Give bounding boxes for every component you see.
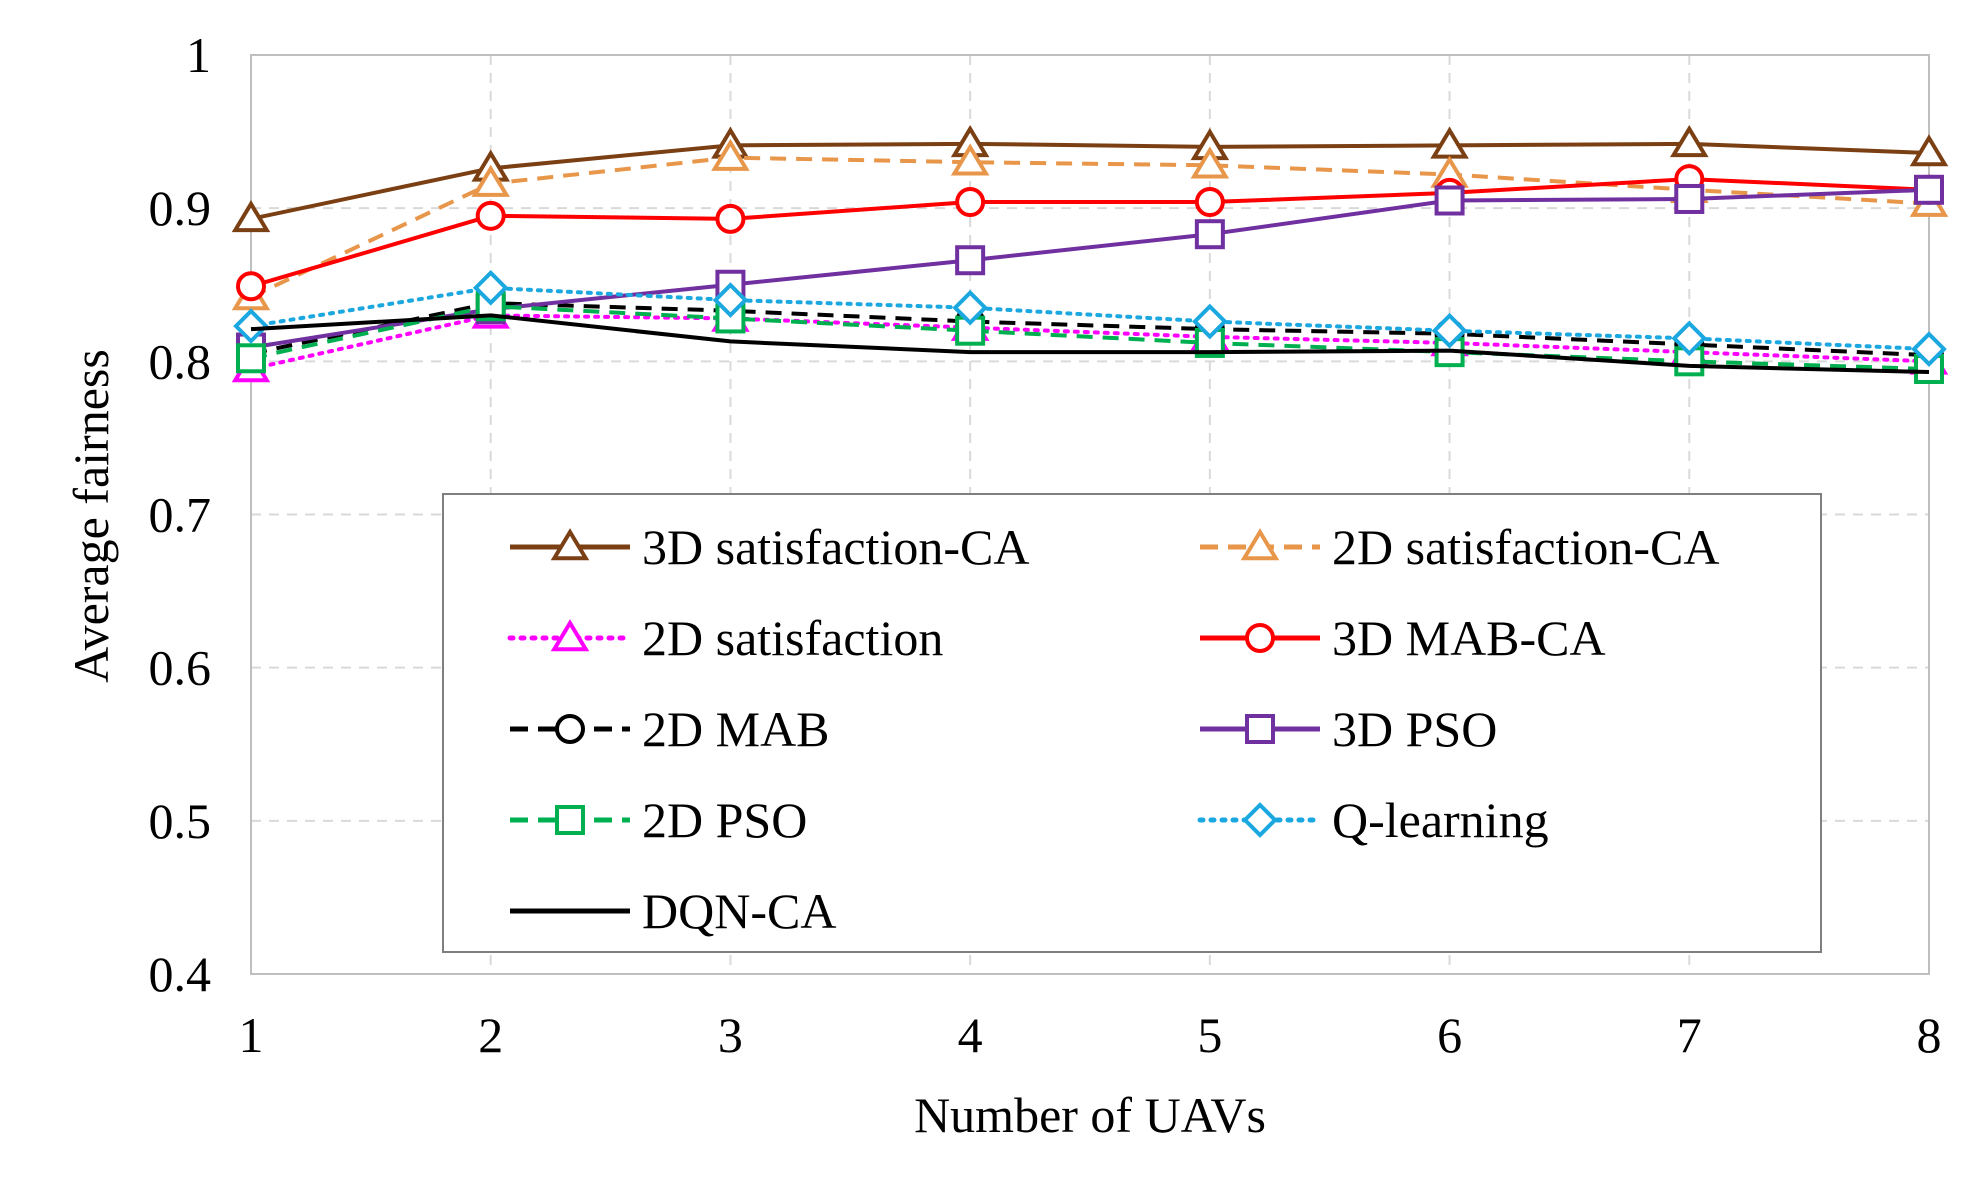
data-point — [1671, 320, 1708, 357]
y-tick-label: 0.8 — [149, 333, 212, 389]
legend-item: 3D MAB-CA — [1200, 610, 1606, 666]
x-tick-label: 6 — [1437, 1007, 1462, 1063]
data-point — [1431, 312, 1468, 349]
x-tick-label: 3 — [718, 1007, 743, 1063]
y-tick-label: 0.4 — [149, 946, 212, 1002]
x-tick-label: 1 — [239, 1007, 264, 1063]
x-tick-label: 5 — [1197, 1007, 1222, 1063]
legend-label: 3D satisfaction-CA — [642, 519, 1029, 575]
data-point — [236, 343, 266, 374]
legend-item: Q-learning — [1197, 792, 1549, 848]
x-axis-ticks: 1 2 3 4 5 6 7 8 — [239, 1007, 1942, 1063]
series-line — [250, 313, 1930, 375]
data-point — [1434, 185, 1465, 216]
legend-marker — [1240, 528, 1280, 561]
data-point — [955, 245, 986, 276]
data-point — [950, 143, 990, 176]
data-point — [231, 200, 271, 233]
data-point — [711, 138, 750, 171]
legend-marker — [1245, 623, 1275, 653]
y-tick-label: 0.9 — [149, 180, 212, 236]
legend-label: 2D MAB — [642, 701, 830, 757]
x-tick-label: 4 — [958, 1007, 983, 1063]
data-point — [1670, 124, 1709, 158]
plot-area-border — [250, 54, 1930, 975]
data-point — [1194, 219, 1225, 250]
data-point — [715, 203, 746, 234]
data-point — [233, 308, 269, 344]
series-line — [250, 187, 1930, 350]
series-q-learning — [233, 269, 1947, 367]
series-line — [250, 177, 1930, 289]
legend-box — [442, 493, 1822, 953]
data-point — [1194, 187, 1225, 218]
x-tick-label: 8 — [1917, 1007, 1942, 1063]
legend-marker — [1242, 802, 1278, 838]
legend-marker — [555, 805, 585, 835]
legend-label: 3D MAB-CA — [1332, 610, 1606, 666]
data-point — [1909, 134, 1949, 167]
series-line — [250, 141, 1930, 221]
data-point — [1911, 331, 1947, 367]
series-line — [250, 155, 1930, 299]
legend-marker — [555, 714, 585, 744]
legend-marker — [1245, 714, 1275, 744]
y-tick-label: 0.5 — [149, 793, 212, 849]
legend-marker — [550, 619, 590, 652]
data-point — [475, 200, 506, 231]
data-point — [472, 269, 509, 306]
legend-item: 2D PSO — [510, 792, 807, 848]
y-tick-label: 0.7 — [149, 487, 212, 543]
y-tick-label: 0.6 — [149, 640, 212, 696]
data-point — [1674, 183, 1705, 214]
legend: 3D satisfaction-CA 2D satisfaction-CA 2D s… — [442, 493, 1822, 953]
x-tick-label: 7 — [1677, 1007, 1702, 1063]
data-point — [712, 282, 749, 318]
legend-label: 2D satisfaction — [642, 610, 943, 666]
data-point — [952, 289, 988, 326]
data-point — [1914, 174, 1944, 205]
x-axis-title: Number of UAVs — [914, 1087, 1266, 1143]
series-dqn-ca — [250, 313, 1930, 375]
series-line — [250, 301, 1930, 358]
legend-label: 2D PSO — [642, 792, 807, 848]
legend-item: DQN-CA — [510, 883, 836, 939]
legend-marker — [550, 528, 590, 561]
series-line — [250, 304, 1930, 371]
legend-item: 3D satisfaction-CA — [510, 519, 1029, 575]
legend-label: 3D PSO — [1332, 701, 1497, 757]
legend-label: DQN-CA — [642, 883, 836, 939]
y-axis-title: Average fairness — [63, 349, 119, 683]
legend-item: 2D MAB — [510, 701, 830, 757]
series-line — [249, 313, 1931, 371]
data-point — [236, 271, 266, 302]
legend-item: 3D PSO — [1200, 701, 1497, 757]
data-point — [1192, 303, 1228, 340]
legend-label: Q-learning — [1332, 792, 1549, 848]
y-tick-label: 1 — [186, 27, 211, 83]
series-line — [249, 285, 1931, 352]
legend-item: 2D satisfaction-CA — [1200, 519, 1719, 575]
y-axis-ticks: 0.4 0.5 0.6 0.7 0.8 0.9 1 — [149, 27, 212, 1002]
data-point — [471, 164, 510, 197]
legend-item: 2D satisfaction — [507, 610, 943, 666]
legend-label: 2D satisfaction-CA — [1332, 519, 1719, 575]
data-point — [1190, 146, 1230, 179]
series-layer — [231, 124, 1949, 384]
x-tick-label: 2 — [478, 1007, 503, 1063]
data-point — [955, 187, 986, 218]
